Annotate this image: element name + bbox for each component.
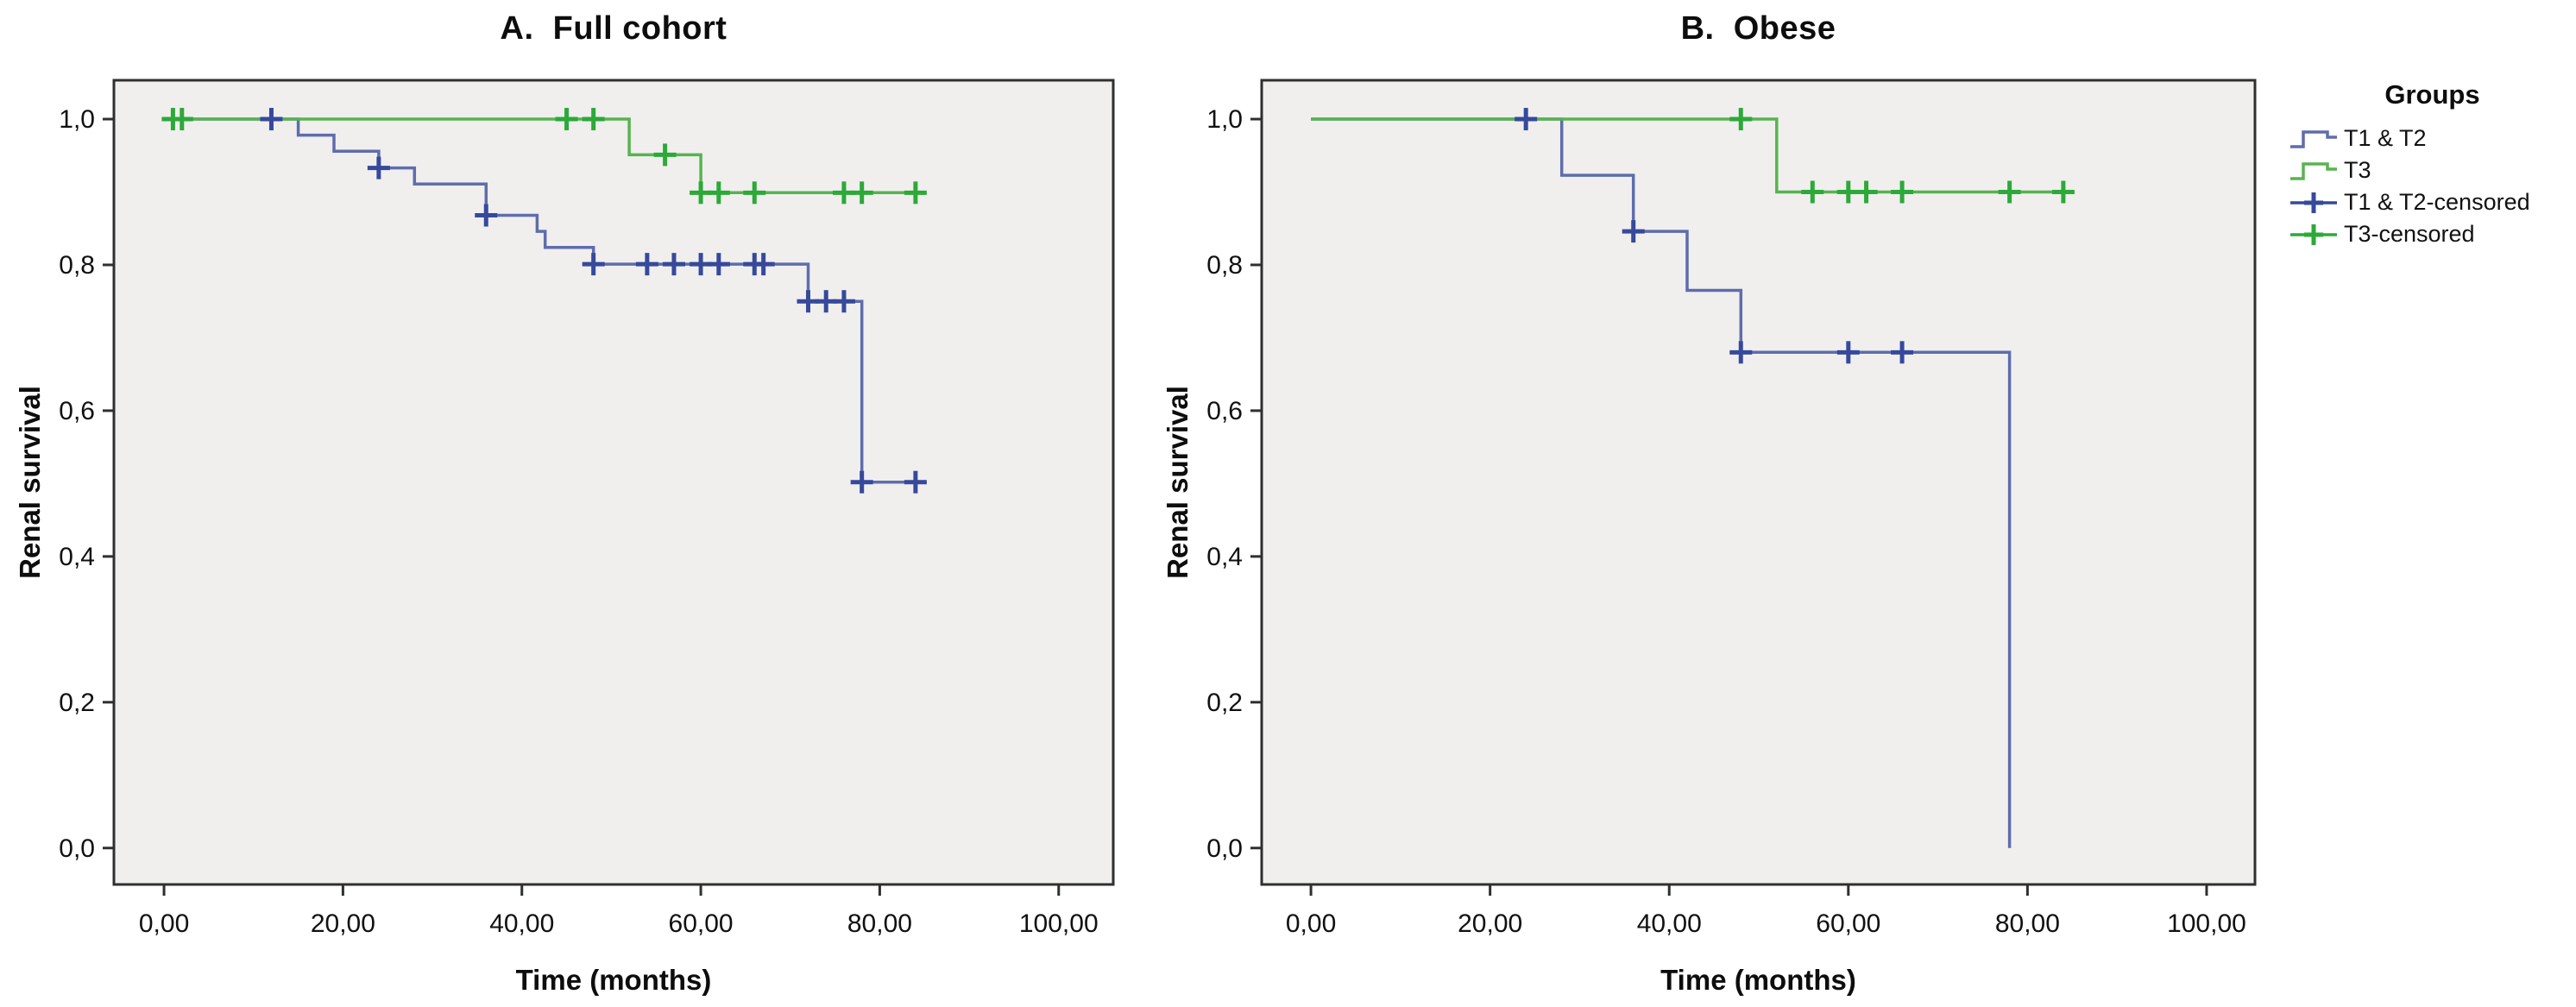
- panel-a-x-tick-label: 40,00: [489, 909, 554, 938]
- panel-b-censor-marks-t3: [1729, 108, 2075, 204]
- legend-item-t1-t2-censored: T1 & T2-censored: [2289, 186, 2576, 218]
- panel-a-x-tick-label: 0,00: [139, 909, 189, 938]
- panel-b-y-tick-label: 0,8: [1206, 251, 1243, 280]
- legend-item-label: T1 & T2-censored: [2344, 189, 2530, 215]
- panel-a-plot: 0,00 20,00 40,00 60,00 80,00 100,00 0,0 0,2 0,4 0…: [14, 79, 1115, 996]
- panel-a-censor-marks-t3: [161, 108, 927, 205]
- panel-b-plot-frame: [1260, 79, 2257, 886]
- legend-item-label: T3-censored: [2344, 221, 2475, 247]
- panel-b-y-tick-label: 1,0: [1206, 105, 1243, 134]
- panel-b-x-tick-label: 0,00: [1286, 909, 1336, 938]
- legend-item-t3-censored: T3-censored: [2289, 218, 2576, 250]
- panel-b-x-tick-label: 40,00: [1637, 909, 1702, 938]
- panel-b-plot: 0,00 20,00 40,00 60,00 80,00 100,00 0,0 0,2 0,4 0…: [1162, 79, 2257, 996]
- panel-a-x-tick-label: 60,00: [669, 909, 734, 938]
- legend-title: Groups: [2384, 79, 2480, 110]
- panel-a-y-tick-label: 0,0: [59, 834, 95, 863]
- panel-a-censor-marks-t1-t2: [260, 108, 927, 494]
- panel-a-y-axis-title: Renal survival: [14, 386, 46, 579]
- panel-a-title: A. Full cohort: [500, 10, 727, 47]
- panel-a-y-tick-label: 0,4: [59, 543, 95, 571]
- legend-censor-plus-icon: [2290, 223, 2337, 245]
- legend-item-label: T1 & T2: [2344, 125, 2427, 151]
- step-glyph-path: [2290, 129, 2337, 148]
- panel-b-x-axis-title: Time (months): [1660, 964, 1856, 996]
- legend-item-t1-t2: T1 & T2: [2289, 123, 2576, 154]
- panel-a-y-tick-label: 0,8: [59, 251, 95, 280]
- legend-step-line-icon: [2290, 161, 2337, 180]
- panel-b-y-tick-label: 0,0: [1206, 834, 1243, 863]
- panel-b-title: B. Obese: [1680, 10, 1836, 47]
- panel-b-y-tick-label: 0,4: [1206, 543, 1243, 571]
- step-glyph-path: [2290, 161, 2337, 180]
- panel-b-y-axis-title: Renal survival: [1162, 386, 1194, 579]
- panel-b-x-tick-label: 100,00: [2167, 909, 2246, 938]
- panel-a-y-tick-label: 0,2: [59, 689, 95, 717]
- panel-a-x-tick-label: 100,00: [1019, 909, 1099, 938]
- panel-a-y-tick-label: 0,6: [59, 397, 95, 425]
- panel-b-curve-t1-t2: [1311, 117, 2012, 848]
- panel-b-y-tick-label: 0,6: [1206, 397, 1243, 425]
- legend-censor-plus-icon: [2290, 192, 2337, 213]
- panel-b-y-tick-label: 0,2: [1206, 689, 1243, 717]
- panel-a-x-axis-title: Time (months): [516, 964, 712, 996]
- panel-a-y-tick-label: 1,0: [59, 105, 95, 134]
- legend-item-label: T3: [2344, 157, 2371, 183]
- panel-a-x-tick-label: 80,00: [847, 909, 912, 938]
- legend-step-line-icon: [2290, 129, 2337, 148]
- legend-items: T1 & T2 T3 T1 & T2-censored T3-censored: [2289, 123, 2576, 250]
- panel-b-x-tick-label: 20,00: [1458, 909, 1522, 938]
- panel-b-x-tick-label: 60,00: [1816, 909, 1880, 938]
- panel-b-x-tick-label: 80,00: [1995, 909, 2060, 938]
- panel-b-censor-marks-t1-t2: [1515, 108, 1914, 364]
- legend-item-t3: T3: [2289, 154, 2576, 186]
- legend: Groups T1 & T2 T3 T1 & T2-censored T3-censo…: [2289, 79, 2576, 250]
- panel-a-x-tick-label: 20,00: [311, 909, 375, 938]
- panel-b-curve-t3: [1311, 117, 2073, 194]
- panel-a-curve-t1-t2: [164, 117, 925, 484]
- panel-a-plot-frame: [112, 79, 1115, 886]
